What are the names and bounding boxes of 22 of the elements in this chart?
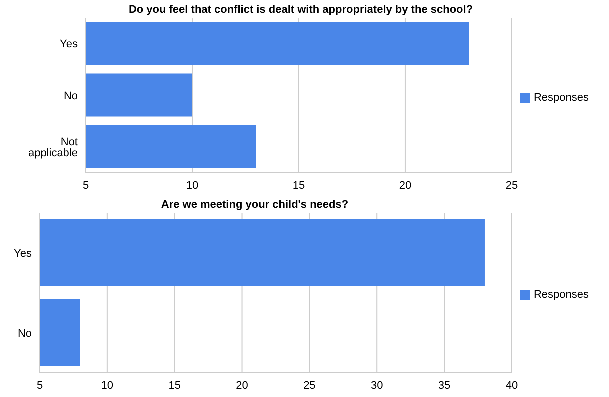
x-tick-label: 15 <box>168 380 181 392</box>
y-tick-label: Yes <box>14 248 32 260</box>
x-tick-label: 25 <box>506 180 518 192</box>
y-tick-label: Not applicable <box>28 136 78 160</box>
x-tick-label: 20 <box>399 180 412 192</box>
x-tick-label: 10 <box>186 180 199 192</box>
legend-label: Responses <box>534 289 589 301</box>
x-tick-label: 15 <box>292 180 306 192</box>
x-tick-label: 10 <box>101 380 114 392</box>
x-tick-label: 35 <box>438 380 451 392</box>
x-tick-label: 25 <box>304 380 316 392</box>
y-tick-label: Yes <box>60 38 78 51</box>
y-tick-label: No <box>18 328 32 340</box>
legend-label: Responses <box>534 92 589 104</box>
x-tick-label: 5 <box>36 380 44 392</box>
x-tick-label: 40 <box>506 380 518 392</box>
x-tick-label: 20 <box>236 380 248 392</box>
chart-title: Are we meeting your child's needs? <box>160 199 350 211</box>
chart-title: Do you feel that conflict is dealt with appropriately by the school? <box>128 4 474 16</box>
x-tick-label: 5 <box>82 180 90 192</box>
x-tick-label: 30 <box>370 380 384 392</box>
y-tick-label: No <box>64 90 78 102</box>
